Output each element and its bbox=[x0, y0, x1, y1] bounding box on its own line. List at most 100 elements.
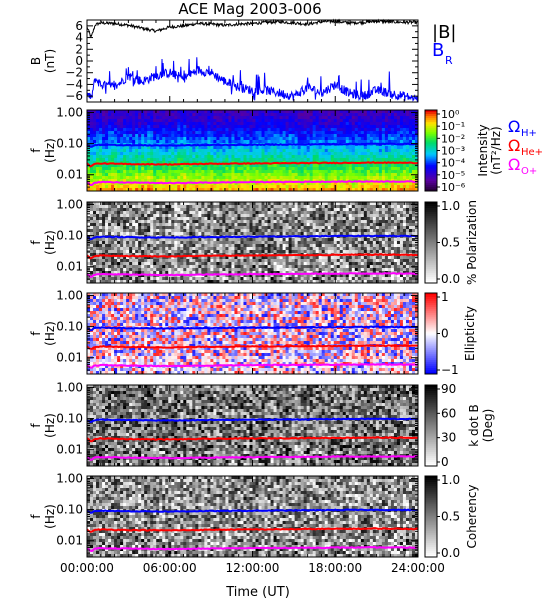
heatmap-cell bbox=[276, 140, 280, 144]
heatmap-cell bbox=[204, 220, 208, 224]
heatmap-cell bbox=[345, 119, 350, 123]
heatmap-cell bbox=[93, 137, 97, 141]
heatmap-cell bbox=[204, 167, 208, 171]
heatmap-cell bbox=[201, 167, 205, 171]
heatmap-cell bbox=[123, 113, 127, 117]
heatmap-cell bbox=[159, 116, 163, 120]
heatmap-cell bbox=[354, 173, 359, 177]
heatmap-cell bbox=[243, 110, 247, 114]
heatmap-cell bbox=[267, 185, 271, 189]
heatmap-cell bbox=[216, 167, 220, 171]
heatmap-cell bbox=[390, 122, 395, 126]
heatmap-cell bbox=[180, 116, 184, 120]
heatmap-cell bbox=[144, 125, 148, 129]
heatmap-cell bbox=[297, 140, 302, 144]
heatmap-cell bbox=[225, 262, 229, 266]
heatmap-cell bbox=[282, 170, 286, 174]
heatmap-cell bbox=[87, 152, 91, 156]
heatmap-cell bbox=[114, 128, 118, 132]
heatmap-cell bbox=[213, 205, 217, 209]
heatmap-cell bbox=[123, 244, 127, 248]
heatmap-cell bbox=[210, 170, 214, 174]
heatmap-cell bbox=[108, 128, 112, 132]
heatmap-cell bbox=[171, 176, 175, 180]
heatmap-cell bbox=[300, 110, 305, 114]
heatmap-cell bbox=[231, 122, 235, 126]
heatmap-cell bbox=[180, 223, 184, 227]
heatmap-cell bbox=[129, 158, 133, 162]
heatmap-cell bbox=[96, 176, 100, 180]
heatmap-cell bbox=[252, 259, 256, 263]
colorbar-cell bbox=[425, 174, 437, 178]
heatmap-cell bbox=[243, 280, 247, 284]
heatmap-cell bbox=[270, 155, 274, 159]
heatmap-cell bbox=[165, 146, 169, 150]
heatmap-cell bbox=[222, 268, 226, 272]
heatmap-cell bbox=[207, 125, 211, 129]
heatmap-cell bbox=[90, 247, 94, 251]
heatmap-cell bbox=[153, 131, 157, 135]
heatmap-cell bbox=[165, 179, 169, 183]
heatmap-cell bbox=[198, 155, 202, 159]
heatmap-cell bbox=[231, 280, 235, 284]
heatmap-cell bbox=[297, 149, 302, 153]
heatmap-cell bbox=[264, 256, 268, 260]
heatmap-cell bbox=[204, 253, 208, 257]
heatmap-cell bbox=[231, 256, 235, 260]
heatmap-cell bbox=[99, 116, 103, 120]
heatmap-cell bbox=[387, 173, 392, 177]
heatmap-cell bbox=[216, 205, 220, 209]
heatmap-cell bbox=[186, 110, 190, 114]
heatmap-cell bbox=[123, 134, 127, 138]
heatmap-cell bbox=[324, 164, 329, 168]
heatmap-cell bbox=[231, 244, 235, 248]
heatmap-cell bbox=[240, 167, 244, 171]
heatmap-cell bbox=[165, 205, 169, 209]
heatmap-cell bbox=[165, 158, 169, 162]
heatmap-cell bbox=[303, 146, 308, 150]
heatmap-cell bbox=[177, 265, 181, 269]
heatmap-cell bbox=[192, 271, 196, 275]
heatmap-cell bbox=[393, 137, 398, 141]
heatmap-cell bbox=[399, 131, 404, 135]
heatmap-cell bbox=[222, 137, 226, 141]
heatmap-cell bbox=[285, 134, 290, 138]
heatmap-cell bbox=[93, 167, 97, 171]
heatmap-cell bbox=[111, 158, 115, 162]
heatmap-cell bbox=[204, 202, 208, 206]
heatmap-cell bbox=[414, 119, 419, 123]
heatmap-cell bbox=[327, 185, 332, 189]
heatmap-cell bbox=[234, 202, 238, 206]
heatmap-cell bbox=[240, 271, 244, 275]
heatmap-cell bbox=[96, 280, 100, 284]
heatmap-cell bbox=[198, 110, 202, 114]
heatmap-cell bbox=[252, 205, 256, 209]
heatmap-cell bbox=[162, 155, 166, 159]
heatmap-cell bbox=[159, 158, 163, 162]
heatmap-cell bbox=[171, 131, 175, 135]
heatmap-cell bbox=[174, 146, 178, 150]
heatmap-cell bbox=[267, 259, 271, 263]
heatmap-cell bbox=[258, 182, 262, 186]
heatmap-cell bbox=[198, 128, 202, 132]
heatmap-cell bbox=[219, 134, 223, 138]
heatmap-cell bbox=[300, 122, 305, 126]
heatmap-cell bbox=[141, 262, 145, 266]
heatmap-cell bbox=[180, 277, 184, 281]
heatmap-cell bbox=[402, 149, 407, 153]
heatmap-cell bbox=[219, 182, 223, 186]
heatmap-cell bbox=[273, 238, 277, 242]
heatmap-cell bbox=[156, 173, 160, 177]
heatmap-cell bbox=[348, 110, 353, 114]
heatmap-cell bbox=[180, 226, 184, 230]
heatmap-cell bbox=[171, 116, 175, 120]
heatmap-cell bbox=[105, 265, 109, 269]
heatmap-cell bbox=[393, 140, 398, 144]
colorbar-cell bbox=[425, 112, 437, 115]
heatmap-cell bbox=[237, 214, 241, 218]
heatmap-cell bbox=[126, 179, 130, 183]
heatmap-cell bbox=[339, 146, 344, 150]
heatmap-cell bbox=[183, 277, 187, 281]
heatmap-cell bbox=[189, 161, 193, 165]
heatmap-cell bbox=[108, 164, 112, 168]
